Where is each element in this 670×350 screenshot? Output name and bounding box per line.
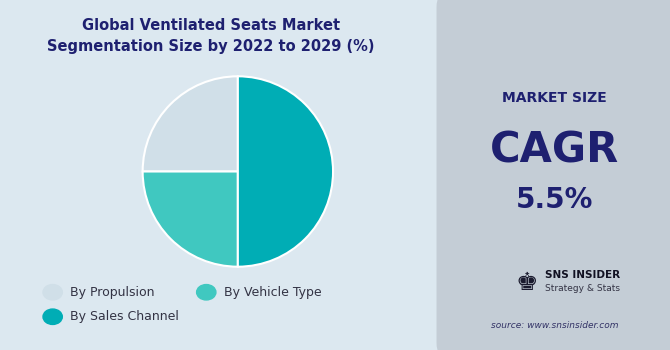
FancyBboxPatch shape [437, 0, 670, 350]
Text: ♚: ♚ [515, 272, 538, 295]
Text: SNS INSIDER: SNS INSIDER [545, 270, 620, 280]
Circle shape [196, 285, 216, 300]
Text: MARKET SIZE: MARKET SIZE [502, 91, 607, 105]
Wedge shape [143, 76, 238, 172]
Text: By Propulsion: By Propulsion [70, 286, 155, 299]
Text: 5.5%: 5.5% [516, 186, 593, 214]
Wedge shape [238, 76, 333, 267]
Wedge shape [143, 172, 238, 267]
Text: source: www.snsinsider.com: source: www.snsinsider.com [490, 321, 618, 330]
Text: Strategy & Stats: Strategy & Stats [545, 284, 620, 293]
Text: CAGR: CAGR [490, 130, 619, 172]
Text: Global Ventilated Seats Market
Segmentation Size by 2022 to 2029 (%): Global Ventilated Seats Market Segmentat… [47, 18, 375, 54]
Circle shape [43, 309, 62, 324]
Text: By Vehicle Type: By Vehicle Type [224, 286, 322, 299]
Text: By Sales Channel: By Sales Channel [70, 310, 179, 323]
Circle shape [43, 285, 62, 300]
